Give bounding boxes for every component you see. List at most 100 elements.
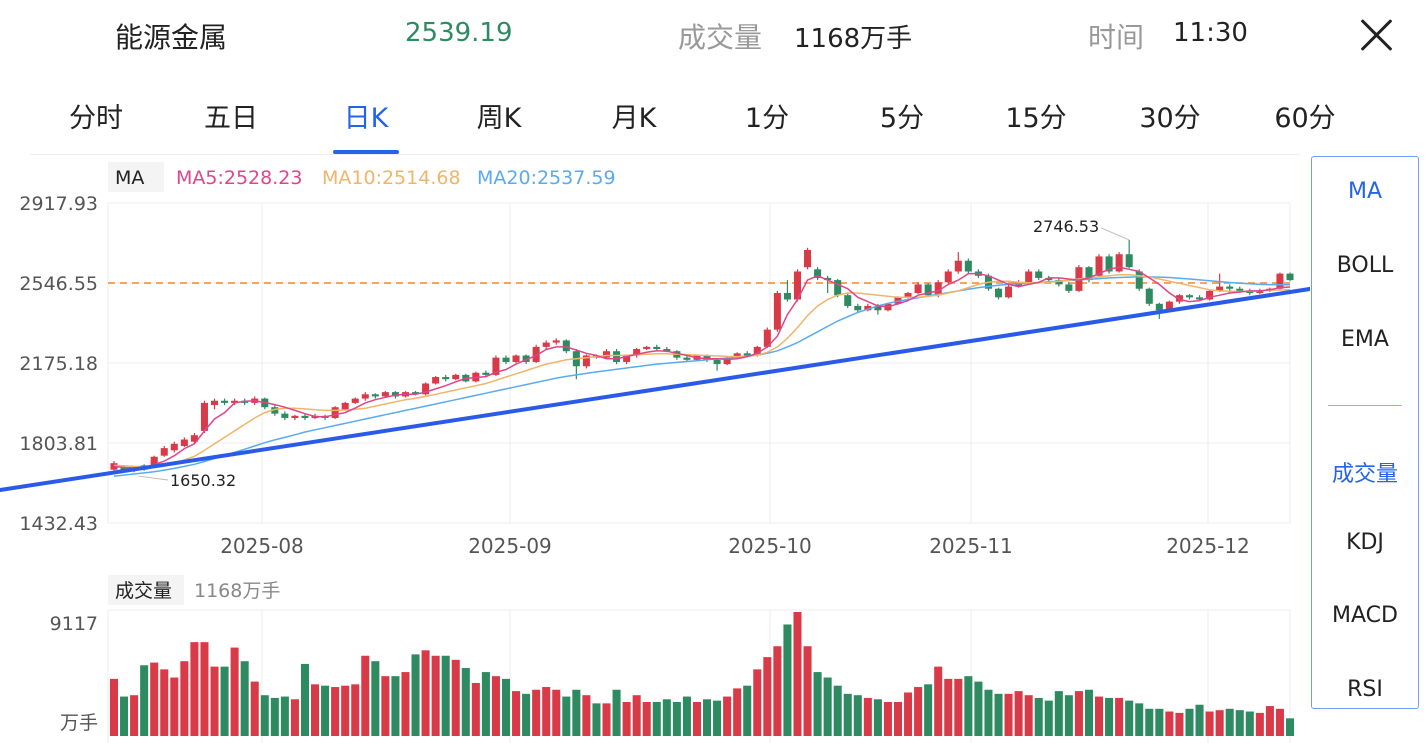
volume-bar [954,678,963,736]
y-tick-label: 1803.81 [19,433,98,455]
price-grid [107,202,1291,743]
indicator-volume[interactable]: 成交量 [1331,462,1398,487]
volume-bar [672,701,681,736]
candle [954,252,962,274]
candle [200,400,208,434]
volume-bar [451,659,460,736]
candle-body [542,342,550,347]
tab-30min[interactable]: 30分 [1139,103,1201,134]
volume-bar [270,697,279,736]
tab-monthly-k[interactable]: 月K [611,103,657,134]
volume-bar [1034,697,1043,736]
candle-body [361,394,369,399]
candle-body [914,284,922,294]
volume-bar [1155,708,1164,736]
candle [291,414,299,421]
candle-body [944,271,952,283]
candle [532,344,540,364]
indicator-ma[interactable]: MA [1347,179,1383,204]
candle [1035,269,1043,281]
indicator-rsi[interactable]: RSI [1347,677,1383,702]
volume-bar [853,695,862,736]
candle-body [683,357,691,360]
tab-daily-k[interactable]: 日K [343,103,389,134]
volume-bar [481,672,490,736]
kline-chart[interactable]: MA MA5:2528.23 MA10:2514.68 MA20:2537.59 291… [0,0,1310,743]
tab-weekly-k[interactable]: 周K [476,103,522,134]
volume-bar [803,646,812,736]
volume-bar [552,689,561,736]
volume-bar [793,612,802,736]
volume-value: 1168万手 [794,24,913,54]
candle-body [562,340,570,352]
candle [1055,277,1063,287]
candle-body [1226,286,1234,289]
candle-body [1196,297,1204,300]
high-marker-line [1100,227,1130,241]
time-label: 时间 [1088,21,1145,54]
candle [371,393,379,399]
volume-bar [1165,711,1174,736]
volume-bar [1195,704,1204,736]
volume-bar [763,657,772,736]
volume-bar [401,672,410,736]
candle-body [1185,295,1194,298]
volume-bar [391,676,400,736]
candle-body [1256,290,1264,294]
tab-intraday[interactable]: 分时 [69,103,123,134]
tab-15min[interactable]: 15分 [1005,103,1067,134]
last-price: 2539.19 [405,18,513,48]
y-tick-label: 1432.43 [19,513,98,535]
volume-bar [1275,708,1284,736]
y-tick-label: 2175.18 [19,353,98,375]
volume-bar [1255,712,1264,736]
indicator-kdj[interactable]: KDJ [1346,530,1384,555]
indicator-ema[interactable]: EMA [1341,327,1389,352]
candle-body [1175,295,1183,302]
candle [281,411,289,421]
candle-body [824,277,832,281]
candle [271,405,279,416]
tab-1min[interactable]: 1分 [744,103,790,134]
candle-body [1025,271,1033,283]
volume-y-tick: 9117 [50,613,98,635]
candle-body [532,346,540,362]
volume-bar [1175,712,1184,736]
candle [814,267,822,281]
candle-body [864,305,872,311]
volume-bar [1074,691,1083,736]
tab-60min[interactable]: 60分 [1274,103,1336,134]
volume-bar [1265,706,1274,736]
candle-body [190,435,198,442]
volume-bar [1084,689,1093,736]
volume-bar [703,699,712,736]
candle-body [301,415,309,418]
volume-bar [632,695,641,736]
tabs-divider [30,154,1300,155]
volume-bar [893,701,903,736]
candle [793,269,802,302]
candle [361,392,369,401]
candle [1125,239,1133,269]
tab-5min[interactable]: 5分 [879,103,925,134]
close-icon[interactable] [1355,14,1397,56]
volume-bar [290,699,299,736]
candle-body [1236,288,1244,291]
volume-bar [873,699,882,736]
volume-bars [109,612,1295,736]
candle [783,280,791,302]
candle [1135,269,1143,291]
candle-body [160,448,168,456]
candle-body [743,353,751,356]
candle-body [1115,254,1123,272]
candle-body [482,372,490,375]
indicator-boll[interactable]: BOLL [1336,253,1394,278]
candle [1105,254,1113,274]
candle-body [703,355,711,360]
candle-body [452,374,460,380]
candle-body [422,383,430,395]
volume-bar [914,687,923,736]
indicator-macd[interactable]: MACD [1332,603,1398,628]
candle [381,391,389,398]
tab-five-day[interactable]: 五日 [204,103,258,134]
